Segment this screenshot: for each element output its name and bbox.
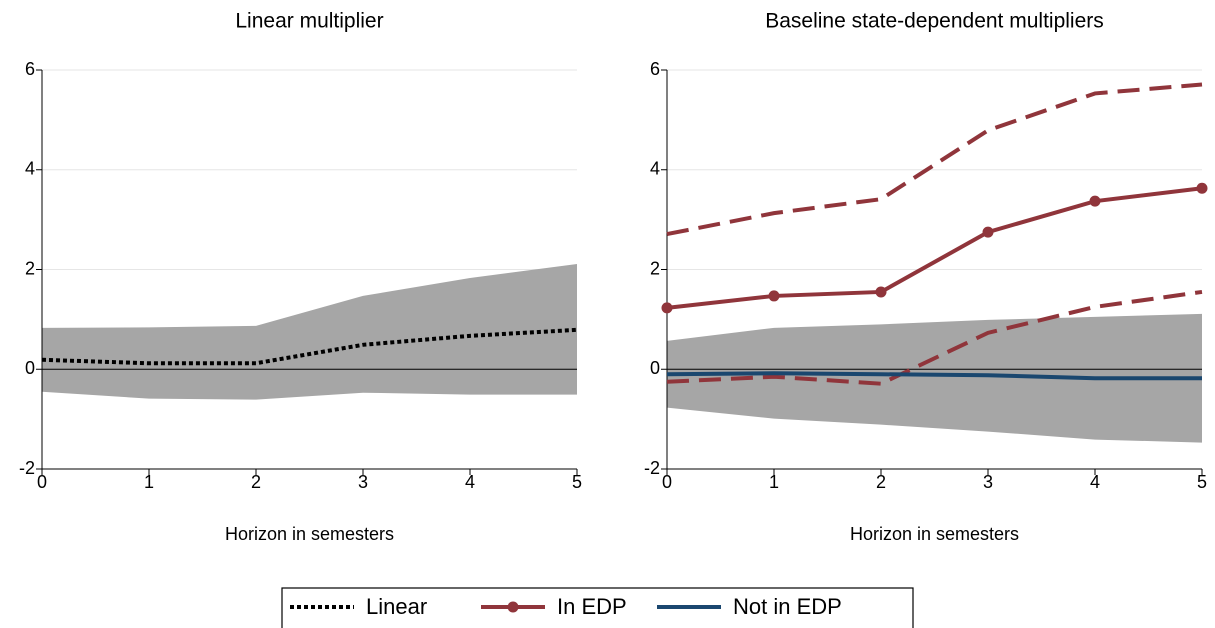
confidence-band <box>667 313 1202 443</box>
legend-label: Not in EDP <box>733 594 842 619</box>
y-tick-label: 4 <box>650 159 660 179</box>
legend-marker <box>507 601 519 613</box>
y-tick-label: 2 <box>25 258 35 278</box>
y-tick-label: 6 <box>25 59 35 79</box>
legend-label: In EDP <box>557 594 627 619</box>
x-tick-label: 5 <box>572 472 582 492</box>
legend-label: Linear <box>366 594 427 619</box>
data-point <box>661 302 673 314</box>
x-axis-label: Horizon in semesters <box>850 524 1019 544</box>
series-line <box>666 371 1202 381</box>
y-tick-label: -2 <box>19 458 35 478</box>
series-line <box>666 186 1203 310</box>
y-tick-label: 0 <box>650 358 660 378</box>
chart-title: Linear multiplier <box>235 10 383 33</box>
x-tick-label: 1 <box>769 472 779 492</box>
series-line <box>41 327 578 366</box>
legend-box <box>281 587 914 628</box>
chart-title: Baseline state-dependent multipliers <box>765 10 1104 33</box>
x-tick-label: 0 <box>37 472 47 492</box>
x-tick-label: 3 <box>358 472 368 492</box>
x-tick-label: 3 <box>983 472 993 492</box>
y-tick-label: 4 <box>25 159 35 179</box>
x-tick-label: 2 <box>251 472 261 492</box>
x-axis-label: Horizon in semesters <box>225 524 394 544</box>
data-point <box>875 286 887 298</box>
y-tick-label: 0 <box>25 358 35 378</box>
ci-lower-line <box>666 289 1203 386</box>
data-point <box>1196 182 1208 194</box>
x-tick-label: 0 <box>662 472 672 492</box>
x-tick-label: 4 <box>465 472 475 492</box>
y-tick-label: -2 <box>644 458 660 478</box>
y-tick-label: 2 <box>650 258 660 278</box>
data-point <box>768 290 780 302</box>
x-tick-label: 1 <box>144 472 154 492</box>
data-point <box>982 226 994 238</box>
ci-upper-line <box>666 82 1203 237</box>
x-tick-label: 4 <box>1090 472 1100 492</box>
confidence-band <box>42 264 577 400</box>
x-tick-label: 2 <box>876 472 886 492</box>
x-tick-label: 5 <box>1197 472 1207 492</box>
data-point <box>1089 195 1101 207</box>
y-tick-label: 6 <box>650 59 660 79</box>
